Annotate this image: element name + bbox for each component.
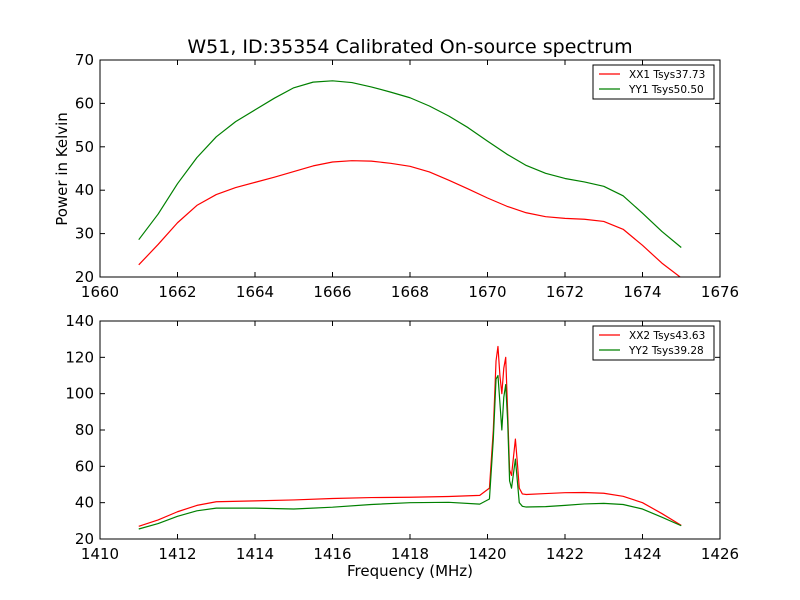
bottom-plot-marks: 1410 1412 1414 1416 1418 1420 1422 1424 1426 20 40… (65, 312, 739, 563)
series-line-green (138, 374, 682, 530)
top-spectrum-panel: W51, ID:35354 Calibrated On-source spect… (53, 36, 739, 301)
x-tick-label: 1664 (236, 283, 274, 301)
y-tick-label: 60 (75, 94, 94, 112)
y-tick-label: 40 (75, 494, 94, 512)
series-line-red (138, 160, 682, 277)
top-legend: XX1 Tsys37.73 YY1 Tsys50.50 (592, 64, 715, 100)
y-tick-label: 60 (75, 457, 94, 475)
x-tick-label: 1426 (701, 545, 739, 563)
legend-entry: YY1 Tsys50.50 (628, 84, 704, 96)
x-tick-label: 1670 (468, 283, 506, 301)
chart-title: W51, ID:35354 Calibrated On-source spect… (187, 36, 632, 58)
y-tick-label: 70 (75, 51, 94, 69)
x-tick-label: 1676 (701, 283, 739, 301)
top-y-axis-label: Power in Kelvin (53, 112, 71, 226)
x-tick-label: 1660 (81, 283, 119, 301)
y-tick-label: 120 (65, 348, 94, 366)
x-tick-label: 1668 (391, 283, 429, 301)
y-tick-label: 40 (75, 181, 94, 199)
y-tick-label: 20 (75, 268, 94, 286)
y-tick-label: 20 (75, 530, 94, 548)
x-tick-label: 1412 (158, 545, 196, 563)
series-line-green (138, 80, 682, 248)
legend-box (592, 325, 715, 361)
x-tick-label: 1416 (313, 545, 351, 563)
legend-box (592, 64, 715, 100)
y-tick-label: 30 (75, 225, 94, 243)
legend-entry: XX2 Tsys43.63 (629, 330, 705, 342)
y-tick-label: 100 (65, 385, 94, 403)
x-tick-label: 1424 (623, 545, 661, 563)
x-tick-label: 1666 (313, 283, 351, 301)
x-tick-label: 1410 (81, 545, 119, 563)
x-tick-label: 1414 (236, 545, 274, 563)
top-plot-marks: 1660 1662 1664 1666 1668 1670 1672 1674 1676 20 30… (75, 51, 739, 301)
y-tick-label: 140 (65, 312, 94, 330)
legend-entry: YY2 Tsys39.28 (628, 345, 704, 357)
x-tick-label: 1420 (468, 545, 506, 563)
x-tick-label: 1674 (623, 283, 661, 301)
series-line-red (138, 345, 682, 527)
bottom-spectrum-panel: Frequency (MHz) 1410 1412 1414 1416 1418 1420… (65, 312, 739, 580)
x-tick-label: 1422 (546, 545, 584, 563)
y-tick-label: 80 (75, 421, 94, 439)
x-tick-label: 1418 (391, 545, 429, 563)
bottom-legend: XX2 Tsys43.63 YY2 Tsys39.28 (592, 325, 715, 361)
legend-entry: XX1 Tsys37.73 (629, 69, 705, 81)
y-tick-label: 50 (75, 138, 94, 156)
x-tick-label: 1662 (158, 283, 196, 301)
bottom-x-axis-label: Frequency (MHz) (347, 562, 473, 580)
x-tick-label: 1672 (546, 283, 584, 301)
